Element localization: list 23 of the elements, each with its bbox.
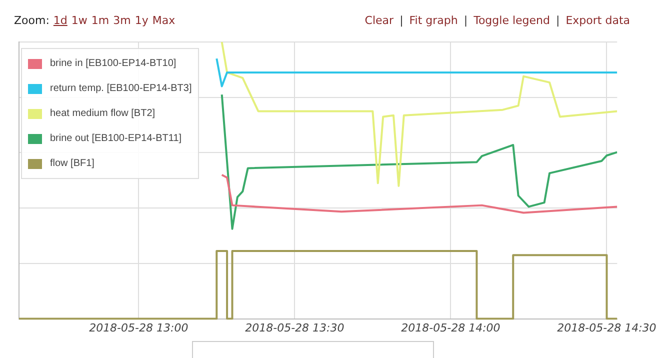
text: |: [400, 14, 404, 27]
x-tick-label: 2018-05-28 13:00: [89, 321, 188, 334]
x-tick-label: 2018-05-28 13:30: [245, 321, 344, 334]
x-tick-label: 2018-05-28 14:30: [557, 321, 656, 334]
legend-label: brine out [EB100-EP14-BT11]: [49, 132, 183, 146]
text: 1d: [53, 14, 68, 27]
text: |: [464, 14, 468, 27]
legend-label: flow [BF1]: [49, 157, 96, 171]
legend-label: heat medium flow [BT2]: [49, 107, 156, 121]
text: Max: [152, 14, 176, 27]
text: 1m: [91, 14, 110, 27]
legend-label: brine in [EB100-EP14-BT10]: [49, 57, 178, 71]
text: Export data: [566, 14, 630, 27]
text: Toggle legend: [474, 14, 550, 27]
text: 1w: [71, 14, 88, 27]
text: Clear: [364, 14, 394, 27]
legend-label: return temp. [EB100-EP14-BT3]: [49, 82, 193, 96]
text: 3m: [113, 14, 131, 27]
text: 1y: [134, 14, 148, 27]
text: Fit graph: [409, 14, 458, 27]
x-tick-label: 2018-05-28 14:00: [401, 321, 500, 334]
text: |: [556, 14, 560, 27]
text: Zoom:: [14, 14, 50, 27]
